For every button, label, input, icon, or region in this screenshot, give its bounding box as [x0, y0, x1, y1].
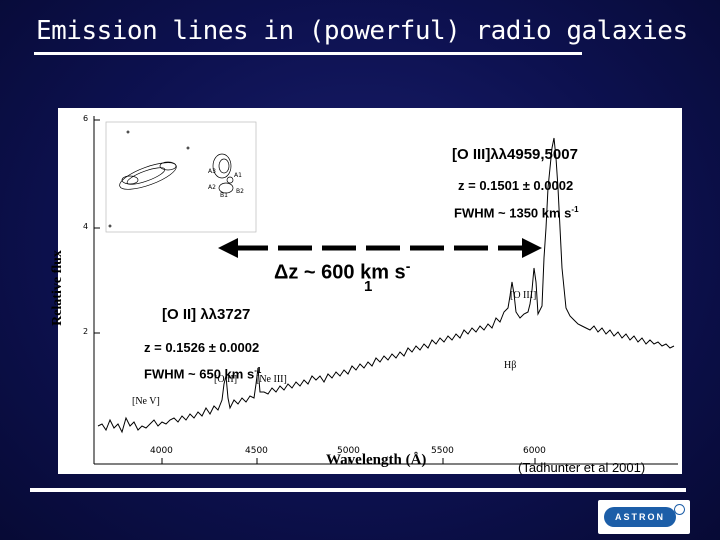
- oiii-redshift: z = 0.1501 ± 0.0002: [458, 178, 574, 193]
- oiii-fwhm: FWHM ~ 1350 km s-1: [454, 205, 579, 220]
- spectrum-trace: [97, 137, 675, 434]
- velocity-offset-arrow: [218, 238, 542, 258]
- oii-fwhm-text: FWHM ~ 650 km s: [144, 366, 255, 382]
- oiii-fwhm-text: FWHM ~ 1350 km s: [454, 205, 572, 221]
- y-axis-label: Relative flux: [49, 250, 65, 326]
- slide-title: Emission lines in (powerful) radio galax…: [36, 16, 688, 46]
- astron-logo: ASTRON: [598, 500, 690, 534]
- radio-contour-inset: [105, 121, 257, 233]
- spectrum-figure: 6 4 2 4000 4500 5000 5500 6000 Relative …: [50, 108, 682, 474]
- line-id-oii: [O II]: [214, 374, 238, 385]
- x-tick-label-5500: 5500: [431, 446, 454, 456]
- x-tick-label-4000: 4000: [150, 446, 173, 456]
- inset-label-b2: B2: [236, 188, 244, 195]
- line-id-hbeta: Hβ: [504, 360, 517, 371]
- oii-fwhm-unit-exponent: -1: [254, 366, 262, 375]
- inset-label-a2: A2: [208, 184, 216, 191]
- oii-fwhm: FWHM ~ 650 km s-1: [144, 366, 261, 381]
- y-tick-label-4: 4: [83, 222, 89, 231]
- oiii-fwhm-unit-exponent: -1: [571, 205, 579, 214]
- inset-label-a3: A3: [208, 168, 216, 175]
- spectrum-plot: [93, 116, 678, 465]
- oiii-line-label: [O III]λλ4959,5007: [452, 146, 578, 163]
- line-id-neiii: [Ne III]: [256, 374, 287, 385]
- y-tick-label-2: 2: [83, 327, 89, 336]
- x-tick-label-4500: 4500: [245, 446, 268, 456]
- velocity-offset-exponent: -: [405, 258, 411, 274]
- x-tick-label-6000: 6000: [523, 446, 546, 456]
- footer-rule: [30, 488, 686, 492]
- line-id-oiii: [O III]: [510, 290, 537, 301]
- citation: (Tadhunter et al 2001): [518, 460, 646, 475]
- oii-redshift: z = 0.1526 ± 0.0002: [144, 340, 260, 355]
- velocity-offset-label: Δz ~ 600 km s-: [274, 258, 410, 285]
- astron-logo-dot-icon: [674, 504, 685, 515]
- x-axis-label: Wavelength (Å): [326, 452, 427, 468]
- astron-logo-text: ASTRON: [604, 507, 676, 527]
- title-underline: [34, 52, 582, 55]
- inset-label-b1: B1: [220, 192, 228, 199]
- y-tick-label-6: 6: [83, 114, 89, 123]
- line-id-nev: [Ne V]: [132, 396, 160, 407]
- x-tick-label-5000: 5000: [337, 446, 360, 456]
- inset-label-a1: A1: [234, 172, 242, 179]
- velocity-offset-text: Δz ~ 600 km s: [274, 261, 406, 284]
- oii-line-label: [O II] λλ3727: [162, 306, 251, 323]
- velocity-offset-exponent-tail: 1: [364, 278, 373, 295]
